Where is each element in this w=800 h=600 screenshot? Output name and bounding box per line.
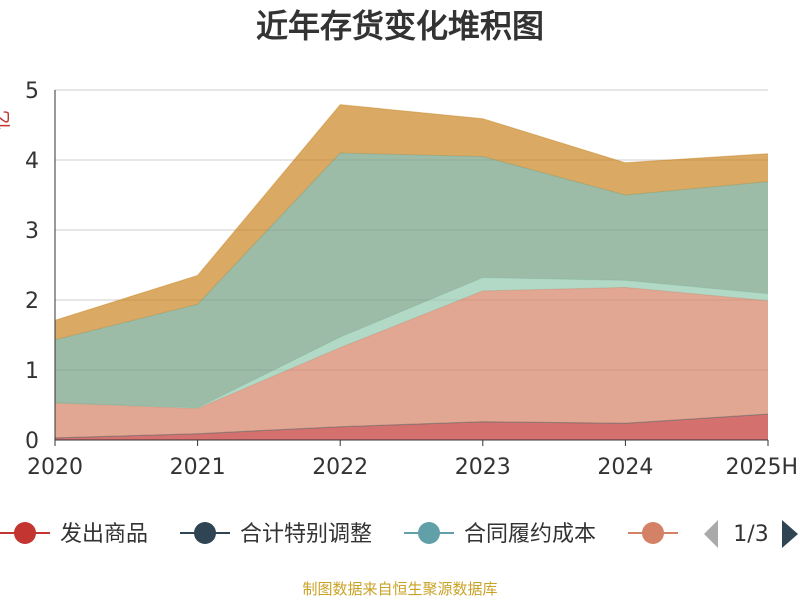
legend-marker-dot — [642, 522, 664, 544]
legend-marker-dot — [194, 522, 216, 544]
data-source-note: 制图数据来自恒生聚源数据库 — [302, 580, 498, 598]
legend-item[interactable] — [628, 522, 678, 544]
legend[interactable]: 发出商品 合计特别调整 合同履约成本 1/3 — [0, 520, 798, 548]
legend-item[interactable]: 合同履约成本 — [404, 522, 596, 547]
legend-next-page-icon[interactable] — [782, 520, 798, 548]
x-tick-label: 2020 — [27, 455, 83, 480]
area-chart: 0 1 2 3 4 5亿 2020 2021 2022 2023 2024 2025H 发出商品 合计特… — [0, 79, 798, 548]
axes: 0 1 2 3 4 5亿 2020 2021 2022 2023 2024 2025H — [0, 79, 798, 480]
area-series-line-6 — [54, 104, 769, 321]
legend-marker-dot — [14, 522, 36, 544]
area-series-5 — [55, 153, 768, 408]
x-tick-label: 2023 — [455, 455, 511, 480]
legend-label: 发出商品 — [60, 522, 148, 547]
legend-label: 合计特别调整 — [240, 522, 372, 547]
legend-page-indicator: 1/3 — [733, 522, 768, 547]
legend-item[interactable]: 合计特别调整 — [180, 522, 372, 547]
legend-marker-dot — [418, 522, 440, 544]
x-tick-label: 2021 — [170, 455, 226, 480]
x-tick-label: 2024 — [597, 455, 653, 480]
y-axis-label: 亿 — [0, 110, 13, 130]
x-tick-label: 2022 — [312, 455, 368, 480]
x-tick-label: 2025H — [725, 455, 798, 480]
area-series-0 — [55, 414, 768, 440]
y-tick-label: 4 — [25, 149, 39, 174]
legend-prev-page-icon[interactable] — [704, 520, 718, 548]
y-tick-label: 5 — [25, 79, 39, 104]
area-series-4 — [55, 277, 768, 409]
y-tick-label: 2 — [25, 289, 39, 314]
chart-title: 近年存货变化堆积图 — [255, 7, 544, 45]
y-tick-label: 0 — [25, 429, 39, 454]
legend-label: 合同履约成本 — [464, 522, 596, 547]
legend-item[interactable]: 发出商品 — [0, 522, 148, 547]
y-tick-label: 1 — [25, 359, 39, 384]
area-series-3 — [55, 287, 768, 438]
area-series-6 — [55, 104, 768, 340]
y-tick-label: 3 — [25, 219, 39, 244]
stacked-areas — [54, 104, 769, 440]
